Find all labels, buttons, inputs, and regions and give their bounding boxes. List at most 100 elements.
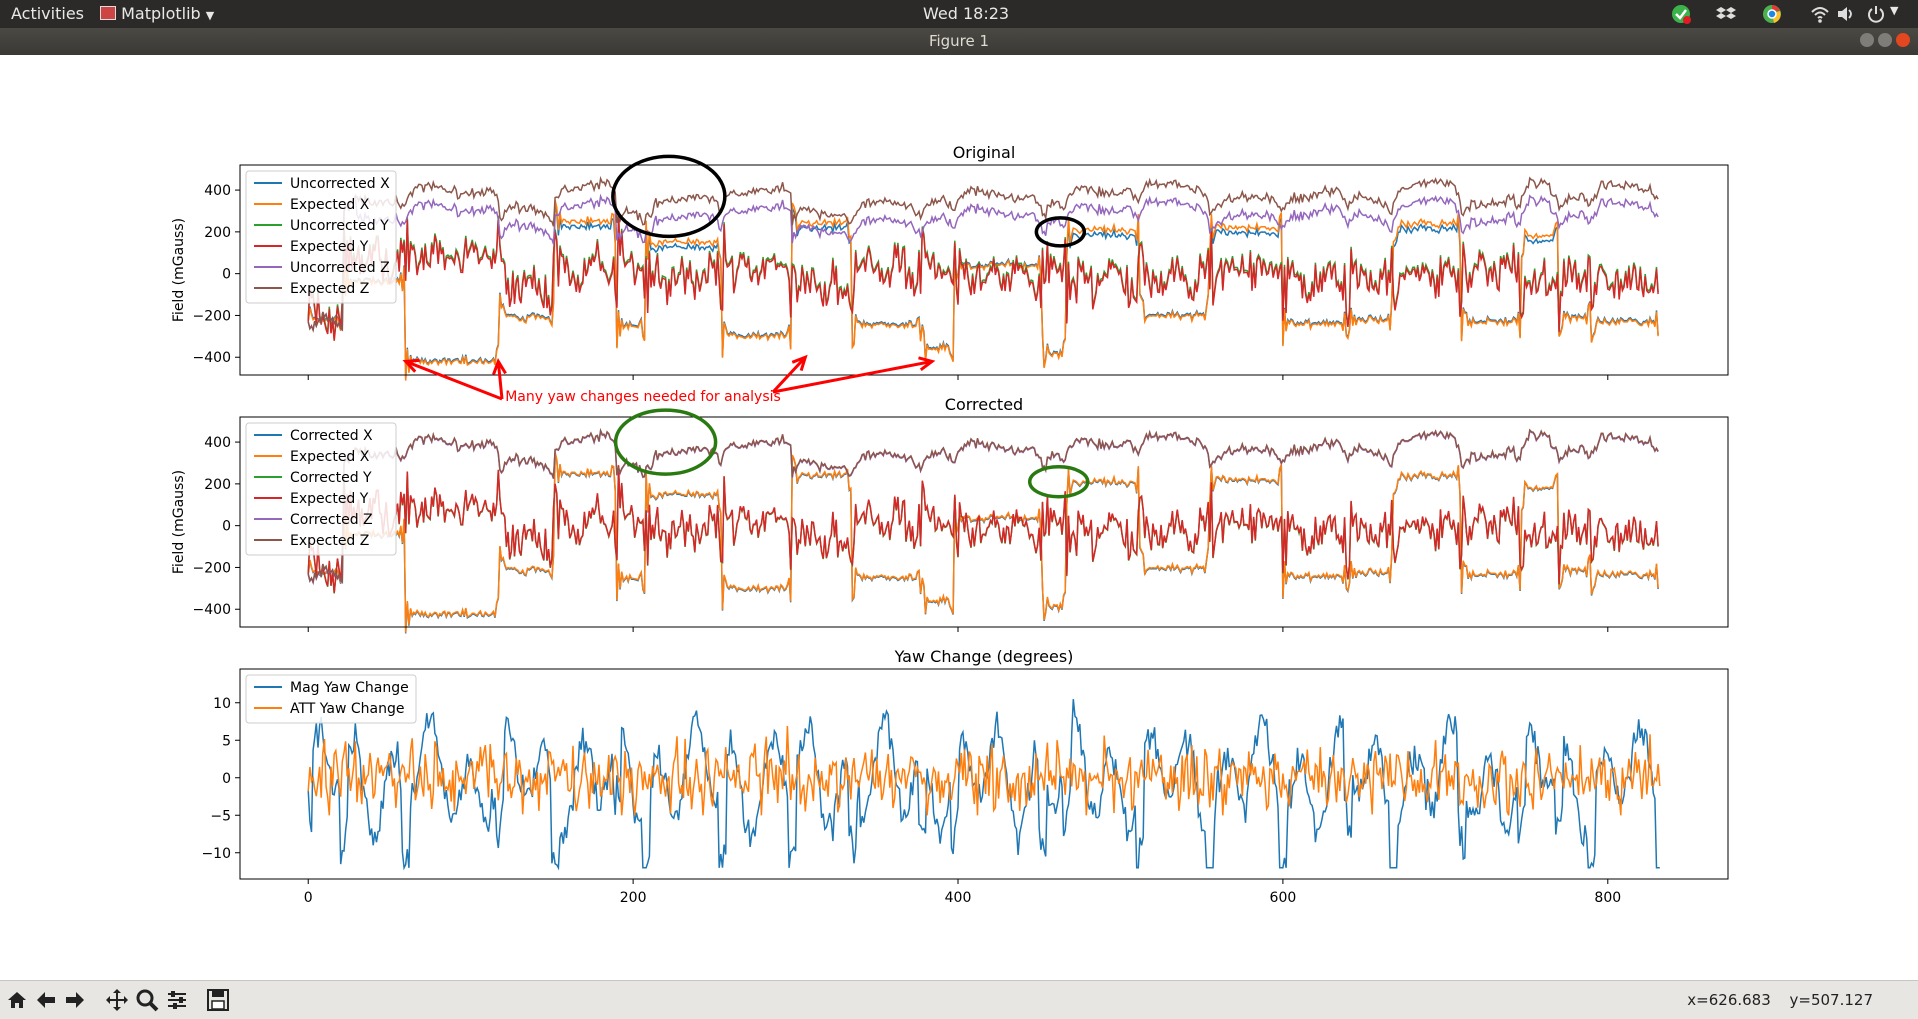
legend-label: Expected X bbox=[290, 449, 370, 465]
x-tick-label: 0 bbox=[304, 890, 313, 906]
annotation-arrow bbox=[772, 359, 933, 394]
annotation-arrow bbox=[405, 360, 503, 401]
legend-label: Expected Y bbox=[290, 239, 369, 255]
maximize-button[interactable] bbox=[1878, 33, 1892, 47]
legend-box-1 bbox=[245, 170, 397, 304]
matplotlib-app-icon bbox=[100, 6, 116, 20]
back-arrow-icon[interactable] bbox=[33, 987, 59, 1013]
power-icon[interactable] bbox=[1866, 4, 1886, 24]
axes-frame-2 bbox=[239, 416, 1729, 628]
annotation-ellipse-black-large bbox=[611, 154, 727, 239]
series-line-2-2 bbox=[307, 452, 1659, 633]
activities-button[interactable]: Activities bbox=[11, 4, 84, 23]
app-menu[interactable]: Matplotlib ▼ bbox=[100, 4, 214, 23]
legend-label: Expected Y bbox=[290, 491, 369, 507]
series-line-1-4 bbox=[307, 213, 1659, 341]
series-line-1-2 bbox=[307, 200, 1659, 381]
y-tick-label-2: −400 bbox=[193, 602, 231, 618]
window-title-bar: Figure 1 bbox=[0, 28, 1918, 55]
annotation-arrowhead bbox=[402, 358, 420, 373]
y-tick-label-2: 0 bbox=[222, 519, 231, 535]
y-tick-label-3: 5 bbox=[222, 733, 231, 749]
series-line-2-5 bbox=[307, 428, 1659, 586]
configure-subplots-icon[interactable] bbox=[164, 987, 190, 1013]
home-icon[interactable] bbox=[4, 987, 30, 1013]
series-line-1-1 bbox=[307, 205, 1659, 380]
series-line-3-2 bbox=[307, 725, 1661, 816]
series-line-1-5 bbox=[307, 193, 1659, 333]
chart-title-1: Original bbox=[953, 143, 1016, 162]
series-line-2-4 bbox=[307, 465, 1659, 593]
zoom-icon[interactable] bbox=[134, 987, 160, 1013]
legend-label: Uncorrected Z bbox=[290, 260, 390, 276]
legend-label: Corrected Y bbox=[290, 470, 372, 486]
legend-label: Uncorrected Y bbox=[290, 218, 389, 234]
navigation-toolbar: x=626.683 y=507.127 bbox=[0, 980, 1918, 1019]
x-tick-label: 200 bbox=[620, 890, 647, 906]
forward-arrow-icon[interactable] bbox=[62, 987, 88, 1013]
dropbox-icon[interactable] bbox=[1716, 4, 1736, 24]
annotation-arrowhead bbox=[492, 357, 507, 376]
volume-icon[interactable] bbox=[1836, 4, 1856, 24]
series-line-2-1 bbox=[307, 452, 1659, 634]
annotation-text: Many yaw changes needed for analysis bbox=[505, 389, 781, 405]
figure-canvas[interactable]: Original Field (mGauss) −400 −200 0 200 400 Unc… bbox=[0, 55, 1918, 980]
y-axis-label-1: Field (mGauss) bbox=[171, 218, 187, 322]
legend-box-2 bbox=[245, 422, 397, 556]
legend-label: Expected X bbox=[290, 197, 370, 213]
annotation-arrowhead bbox=[918, 356, 936, 371]
save-icon[interactable] bbox=[205, 987, 231, 1013]
chart-title-2: Corrected bbox=[945, 395, 1023, 414]
y-tick-label-1: −400 bbox=[193, 350, 231, 366]
annotation-arrow bbox=[771, 356, 807, 394]
y-tick-label-3: 0 bbox=[222, 771, 231, 787]
y-tick-label-3: −10 bbox=[201, 846, 231, 862]
chart-title-3: Yaw Change (degrees) bbox=[894, 647, 1074, 666]
legend-label: Expected Z bbox=[290, 281, 369, 297]
annotation-ellipse-green-small bbox=[1027, 465, 1090, 499]
x-tick-label: 800 bbox=[1594, 890, 1621, 906]
legend-label: ATT Yaw Change bbox=[290, 701, 405, 717]
axes-frame-3 bbox=[239, 668, 1729, 880]
chrome-icon[interactable] bbox=[1762, 4, 1782, 24]
y-tick-label-2: 400 bbox=[204, 435, 231, 451]
clock[interactable]: Wed 18:23 bbox=[923, 4, 1010, 23]
system-top-bar: Activities Matplotlib ▼ Wed 18:23 ▼ bbox=[0, 0, 1918, 28]
legend-box-3 bbox=[245, 674, 417, 724]
annotation-arrow bbox=[496, 361, 504, 400]
y-axis-label-2: Field (mGauss) bbox=[171, 470, 187, 574]
y-tick-label-3: 10 bbox=[213, 696, 231, 712]
figure-svg[interactable]: Original Field (mGauss) −400 −200 0 200 400 Unc… bbox=[0, 55, 1918, 980]
series-line-1-6 bbox=[307, 175, 1659, 333]
series-line-3-1 bbox=[307, 699, 1660, 871]
annotation-ellipse-black-small bbox=[1034, 216, 1087, 248]
y-tick-label-1: 400 bbox=[204, 183, 231, 199]
legend-label: Corrected Z bbox=[290, 512, 373, 528]
pan-icon[interactable] bbox=[104, 987, 130, 1013]
legend-label: Corrected X bbox=[290, 428, 373, 444]
axes-frame-1 bbox=[239, 164, 1729, 376]
annotation-arrowhead bbox=[791, 354, 808, 372]
close-button[interactable] bbox=[1896, 33, 1910, 47]
chevron-down-icon: ▼ bbox=[205, 9, 215, 22]
window-title: Figure 1 bbox=[928, 32, 990, 50]
y-tick-label-2: 200 bbox=[204, 477, 231, 493]
chevron-down-icon[interactable]: ▼ bbox=[1890, 4, 1899, 17]
legend-label: Uncorrected X bbox=[290, 176, 390, 192]
y-tick-label-2: −200 bbox=[193, 560, 231, 576]
cursor-coordinates: x=626.683 y=507.127 bbox=[1687, 991, 1873, 1009]
update-check-icon[interactable] bbox=[1671, 4, 1691, 24]
x-tick-label: 600 bbox=[1270, 890, 1297, 906]
annotation-ellipse-green-large bbox=[613, 408, 718, 476]
y-tick-label-1: −200 bbox=[193, 308, 231, 324]
x-tick-label: 400 bbox=[945, 890, 972, 906]
series-line-2-6 bbox=[307, 427, 1659, 585]
legend-label: Mag Yaw Change bbox=[290, 680, 409, 696]
y-tick-label-3: −5 bbox=[210, 808, 231, 824]
y-tick-label-1: 0 bbox=[222, 267, 231, 283]
legend-label: Expected Z bbox=[290, 533, 369, 549]
y-tick-label-1: 200 bbox=[204, 225, 231, 241]
app-menu-label: Matplotlib bbox=[121, 4, 201, 23]
minimize-button[interactable] bbox=[1860, 33, 1874, 47]
wifi-icon[interactable] bbox=[1810, 4, 1830, 24]
